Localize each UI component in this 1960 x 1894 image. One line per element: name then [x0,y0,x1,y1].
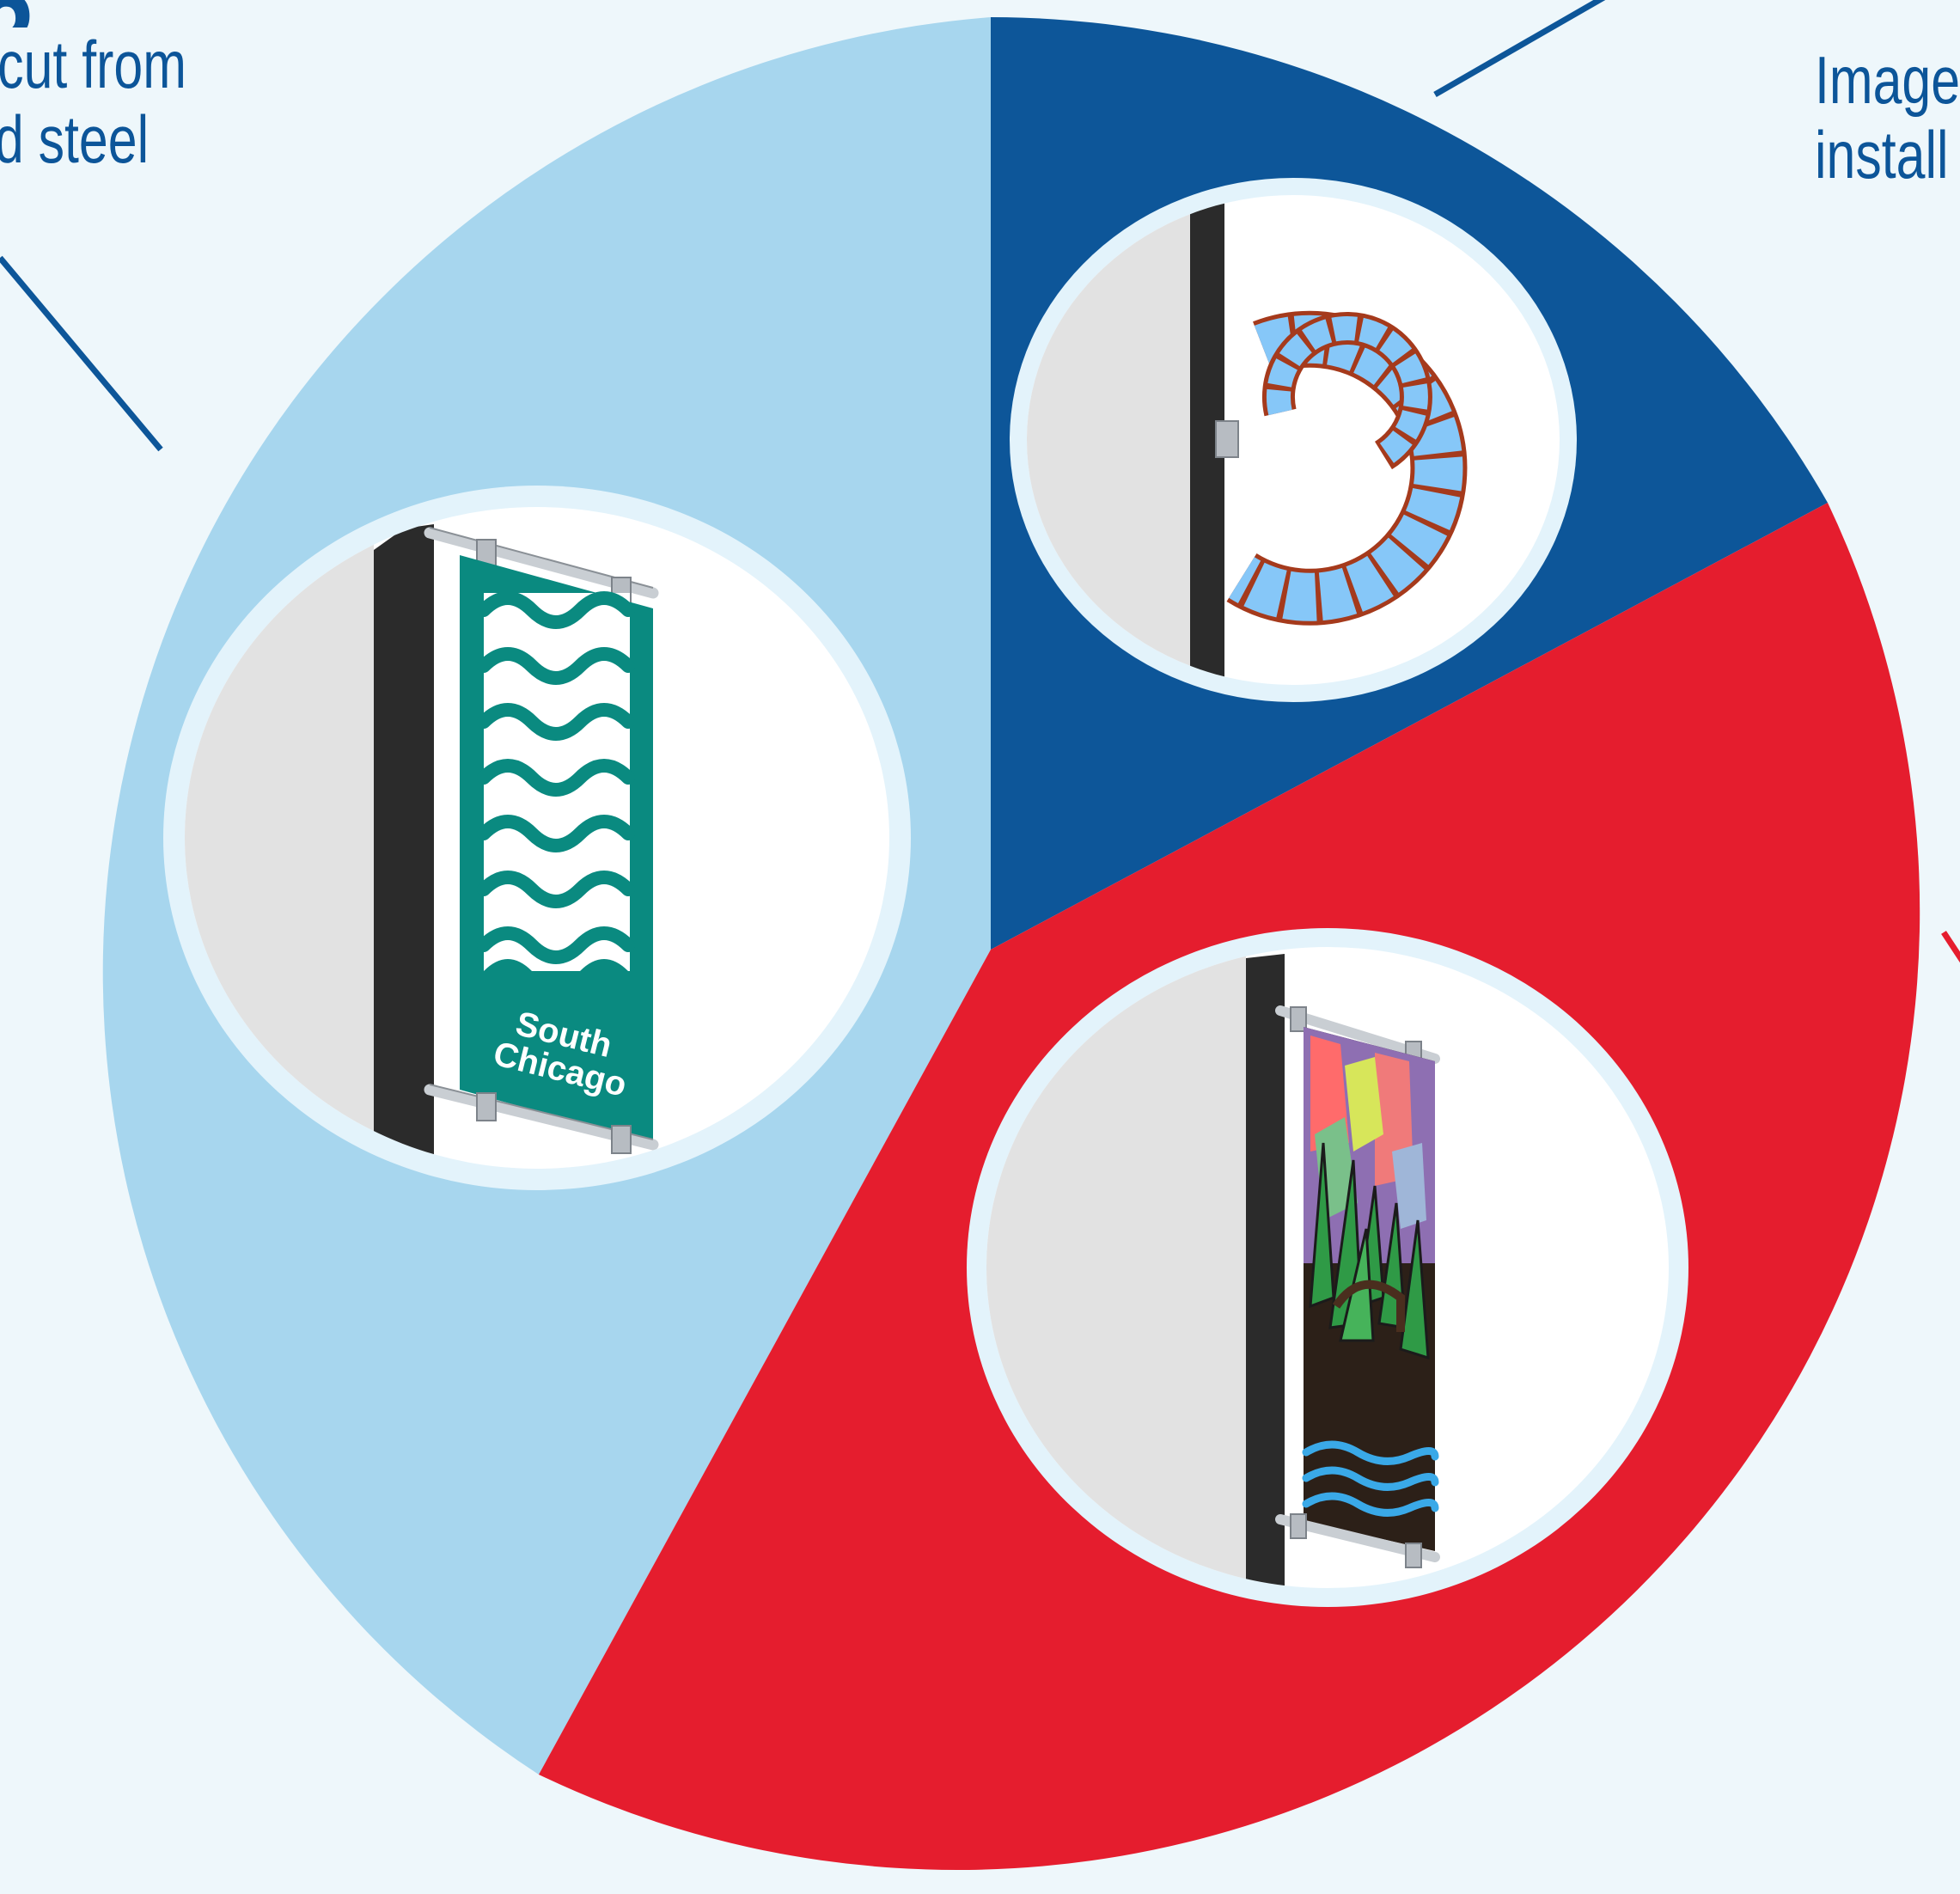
inset-steel-panel: South Chicago [163,486,911,1190]
callout-laser-cut-steel: 3 r cut from ed steel [0,0,186,178]
inset-mosaic [1010,178,1577,702]
mounting-bracket [1215,420,1239,458]
steel-panel-waves-icon [460,555,653,1143]
leader-line-red [1941,931,1960,963]
inset-printed-image [967,928,1688,1607]
lamp-pole [1246,954,1285,1588]
lamp-pole [374,524,434,1160]
leader-line-right [1433,0,1606,98]
callout-right-line2: install [1815,117,1949,193]
leader-line-left [0,255,163,452]
callout-right-line1: Image [1815,42,1960,118]
bracket-hardware-bottom [424,1084,659,1154]
printed-marsh-landscape-icon [1302,1027,1439,1551]
callout-partial-number: 3 [0,0,186,27]
callout-image: Image install [1815,42,1960,193]
mosaic-spiral-icon [1226,310,1468,626]
callout-left-line1: r cut from [0,27,186,102]
callout-left-line2: ed steel [0,101,150,178]
bracket-hardware-bottom [1275,1513,1440,1568]
lamp-pole [1190,202,1224,685]
